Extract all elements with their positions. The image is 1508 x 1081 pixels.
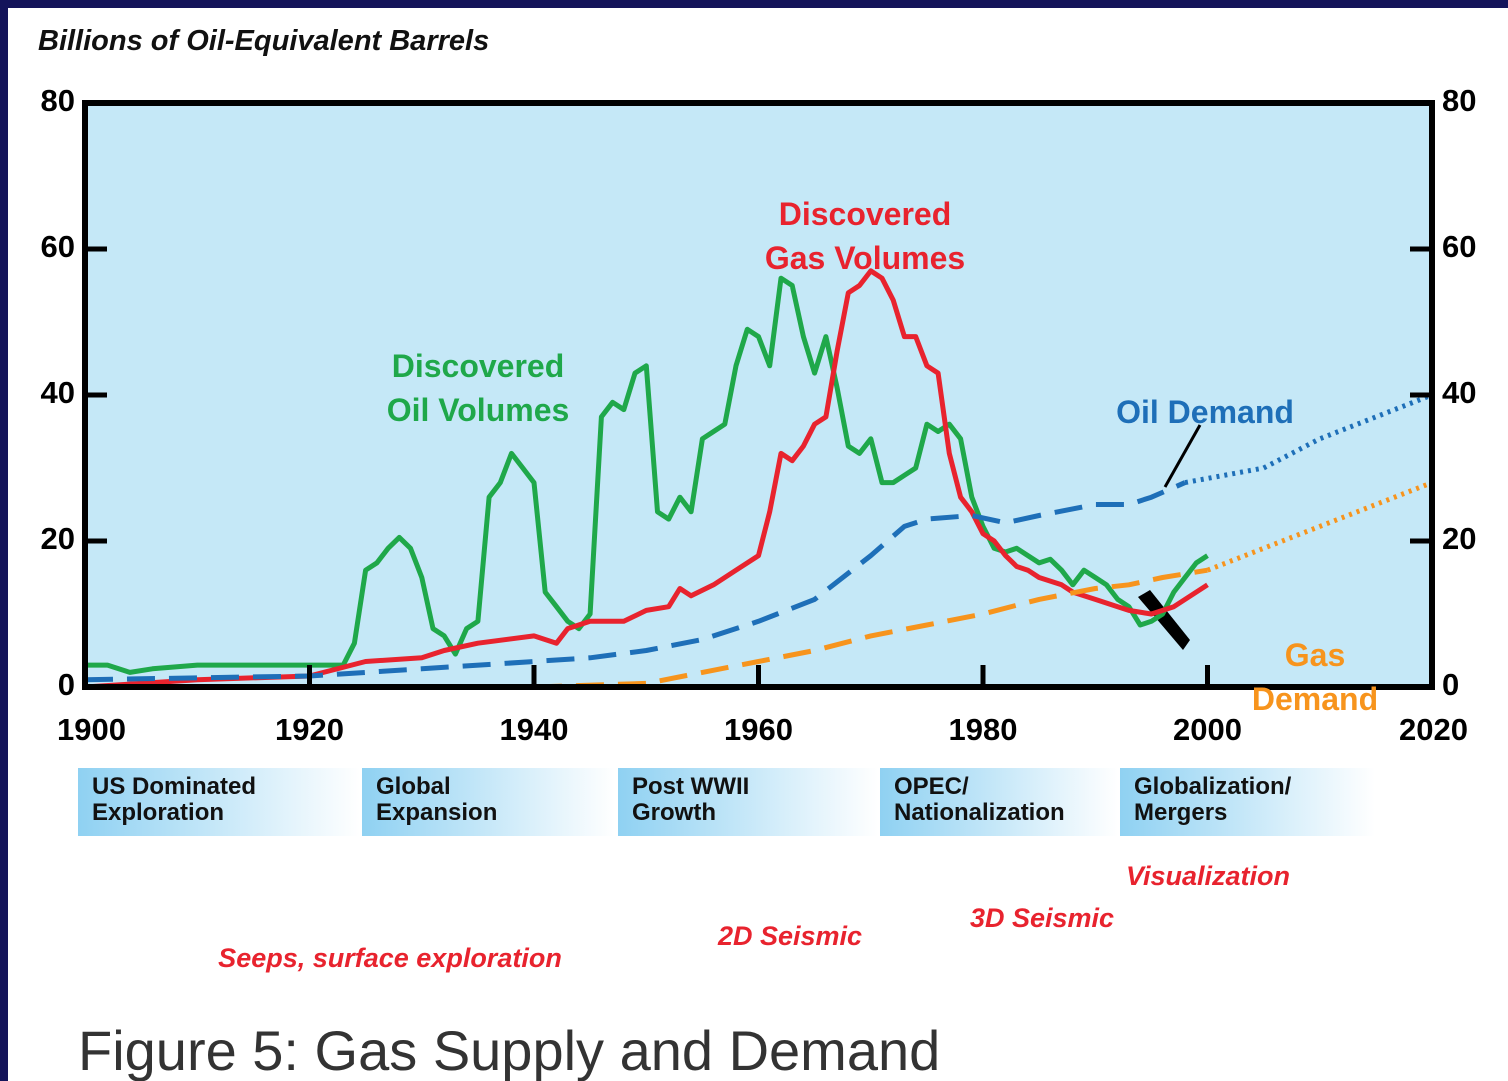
- series-label: Discovered Gas Volumes: [764, 196, 966, 276]
- y-tick-label: 40: [41, 375, 75, 410]
- x-tick-label: 1920: [275, 712, 344, 747]
- x-tick-label: 1900: [57, 712, 126, 747]
- pointer: [1138, 590, 1190, 650]
- y-tick-label: 60: [41, 229, 75, 264]
- series-label: Discovered Oil Volumes: [386, 348, 570, 428]
- era-label: Global Expansion: [362, 768, 615, 836]
- x-tick-label: 2000: [1173, 712, 1242, 747]
- technology-label: 3D Seismic: [969, 903, 1115, 933]
- y2-tick-label: 40: [1442, 375, 1476, 410]
- technology-label: Visualization: [1125, 861, 1291, 891]
- x-tick-label: 1960: [724, 712, 793, 747]
- chart: 0 20 40 60 80 0 20 40 60 80 1900 1920 1940 1960 1980 20…: [41, 83, 1477, 747]
- line: [533, 567, 1208, 690]
- series-label: Oil Demand: [1116, 394, 1294, 430]
- plot-area: [85, 103, 1432, 687]
- forecast-line: [1206, 480, 1433, 573]
- y-tick-label: 20: [41, 521, 75, 556]
- line: [84, 268, 1209, 690]
- x-tick-label: 1980: [949, 712, 1018, 747]
- line: [85, 275, 1209, 675]
- caption: Figure 5: Gas Supply and Demand: [78, 1019, 941, 1081]
- y2-tick-label: 60: [1442, 229, 1476, 264]
- era-label: OPEC/ Nationalization: [880, 768, 1118, 836]
- y2-tick-label: 80: [1442, 83, 1476, 118]
- era-label: US Dominated Exploration: [78, 768, 360, 836]
- x-tick-label: 1940: [500, 712, 569, 747]
- series-label: Gas Demand: [1251, 637, 1379, 717]
- y-tick-label: 80: [41, 83, 75, 118]
- y2-tick-label: 0: [1442, 667, 1459, 702]
- y2-tick-label: 20: [1442, 521, 1476, 556]
- pointer: [1163, 424, 1202, 488]
- x-tick-label: 2020: [1399, 712, 1468, 747]
- era-label: Globalization/ Mergers: [1120, 768, 1375, 836]
- page: 0 20 40 60 80 0 20 40 60 80 1900 1920 1940 1960 1980 20…: [8, 8, 1508, 1081]
- line: [84, 480, 1186, 683]
- technology-label: Seeps, surface exploration: [218, 943, 562, 973]
- y-tick-label: 0: [58, 667, 75, 702]
- y-axis-title: Billions of Oil-Equivalent Barrels: [38, 25, 490, 57]
- technology-label: 2D Seismic: [717, 921, 863, 951]
- era-label: Post WWII Growth: [618, 768, 878, 836]
